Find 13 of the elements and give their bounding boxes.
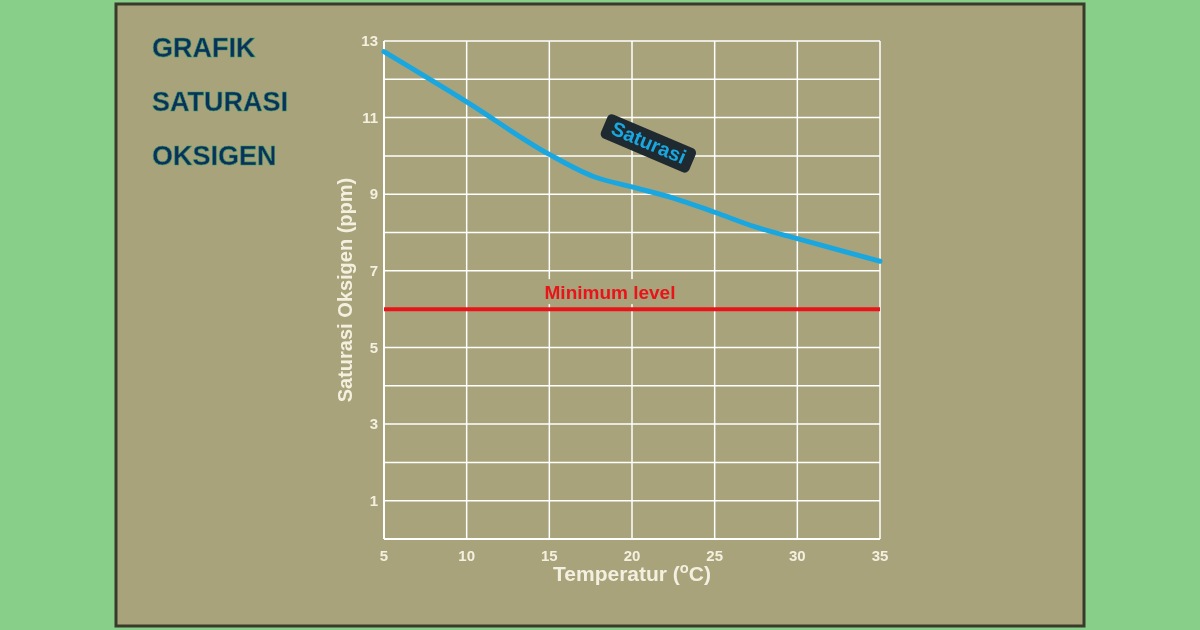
y-tick-label: 7 [369, 262, 378, 280]
y-tick-label: 3 [369, 415, 378, 433]
y-tick-label: 9 [369, 185, 378, 203]
y-tick-label: 13 [361, 32, 378, 50]
y-tick-label: 5 [369, 338, 378, 356]
ref-line-label: Minimum level [544, 282, 676, 304]
y-tick-label: 1 [369, 491, 378, 509]
x-tick-label: 30 [788, 547, 806, 565]
y-axis-title: Saturasi Oksigen (ppm) [334, 177, 356, 403]
text: GRAFIK SATURASI OKSIGEN [152, 33, 289, 171]
x-tick-label: 10 [458, 547, 476, 565]
x-tick-label: 35 [871, 547, 889, 565]
y-tick-label: 11 [362, 108, 378, 126]
